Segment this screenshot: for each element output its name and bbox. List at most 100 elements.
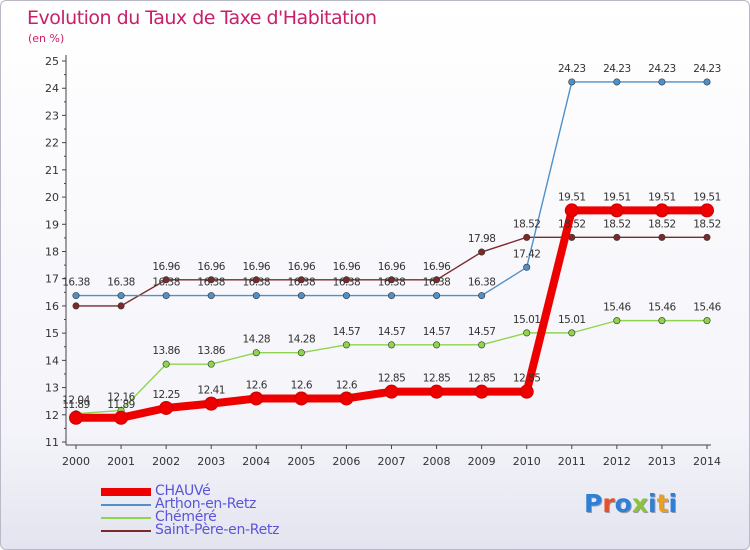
data-point [658,317,666,325]
data-point [564,203,579,218]
data-point [433,341,441,349]
data-label: 19.51 [648,191,676,203]
data-label: 16.96 [423,261,451,273]
data-label: 24.23 [558,63,586,75]
data-point [478,341,486,349]
data-label: 15.46 [648,302,676,314]
data-label: 19.51 [693,191,721,203]
data-label: 19.51 [603,191,631,203]
data-label: 12.6 [246,379,268,391]
legend-swatch [101,517,151,519]
x-tick-label: 2004 [242,455,270,468]
data-point [162,360,170,368]
proxiti-logo: Proxiti [584,489,677,518]
data-point [568,78,576,86]
data-label: 16.38 [62,277,90,289]
data-point [72,302,80,310]
data-point [478,248,486,256]
logo-letter: P [584,489,603,518]
x-tick-label: 2003 [197,455,225,468]
data-point [114,410,129,425]
y-tick-label: 13 [45,382,59,395]
data-point [387,341,395,349]
data-label: 18.52 [603,218,631,230]
data-point [294,391,309,406]
data-point [654,203,669,218]
data-label: 14.57 [378,326,406,338]
data-point [658,78,666,86]
data-label: 11.89 [107,399,135,411]
data-point [252,276,260,284]
data-label: 14.57 [468,326,496,338]
data-label: 16.38 [288,277,316,289]
data-point [297,292,305,300]
data-point [117,302,125,310]
data-label: 16.96 [333,261,361,273]
x-tick-label: 2007 [378,455,406,468]
data-label: 12.41 [197,385,225,397]
data-point [249,391,264,406]
x-tick-label: 2014 [693,455,721,468]
data-point [658,233,666,241]
data-label: 16.38 [378,277,406,289]
data-point [387,292,395,300]
data-label: 12.25 [152,389,180,401]
data-label: 12.6 [291,379,313,391]
y-tick-label: 14 [45,354,59,367]
data-point [433,276,441,284]
data-point [478,292,486,300]
data-label: 16.96 [378,261,406,273]
data-point [703,78,711,86]
data-label: 14.57 [333,326,361,338]
data-point [297,349,305,357]
data-label: 12.16 [107,391,135,403]
data-label: 17.42 [513,248,541,260]
data-point [613,317,621,325]
x-tick-label: 2000 [62,455,90,468]
data-label: 15.01 [513,314,541,326]
data-point [207,276,215,284]
data-label: 18.52 [648,218,676,230]
data-label: 16.38 [152,277,180,289]
data-point [342,341,350,349]
legend-label: Saint-Père-en-Retz [155,522,280,538]
data-label: 13.86 [152,345,180,357]
y-tick-label: 21 [45,164,59,177]
data-label: 11.89 [62,399,90,411]
x-tick-label: 2001 [107,455,135,468]
x-tick-label: 2006 [332,455,360,468]
data-label: 18.52 [558,218,586,230]
data-label: 13.86 [197,345,225,357]
chart-title: Evolution du Taux de Taxe d'Habitation [27,7,377,29]
data-label: 12.04 [62,395,90,407]
data-label: 16.38 [333,277,361,289]
logo-letter: o [614,489,632,518]
legend-swatch [101,504,151,506]
logo-letter: r [602,489,615,518]
data-label: 16.38 [468,277,496,289]
y-tick-label: 18 [45,246,59,259]
data-label: 15.46 [693,302,721,314]
x-tick-label: 2002 [152,455,180,468]
data-label: 14.28 [243,334,271,346]
data-point [384,384,399,399]
x-tick-label: 2009 [468,455,496,468]
data-label: 16.38 [243,277,271,289]
data-point [162,292,170,300]
logo-letter: t [656,489,669,518]
data-label: 16.38 [107,277,135,289]
y-tick-label: 25 [45,55,59,68]
data-point [523,263,531,271]
data-point [339,391,354,406]
data-label: 16.38 [423,277,451,289]
data-point [204,396,219,411]
data-point [703,233,711,241]
x-tick-label: 2011 [558,455,586,468]
data-label: 12.6 [336,379,358,391]
data-point [207,360,215,368]
data-point [207,292,215,300]
y-tick-label: 22 [45,137,59,150]
y-tick-label: 16 [45,300,59,313]
